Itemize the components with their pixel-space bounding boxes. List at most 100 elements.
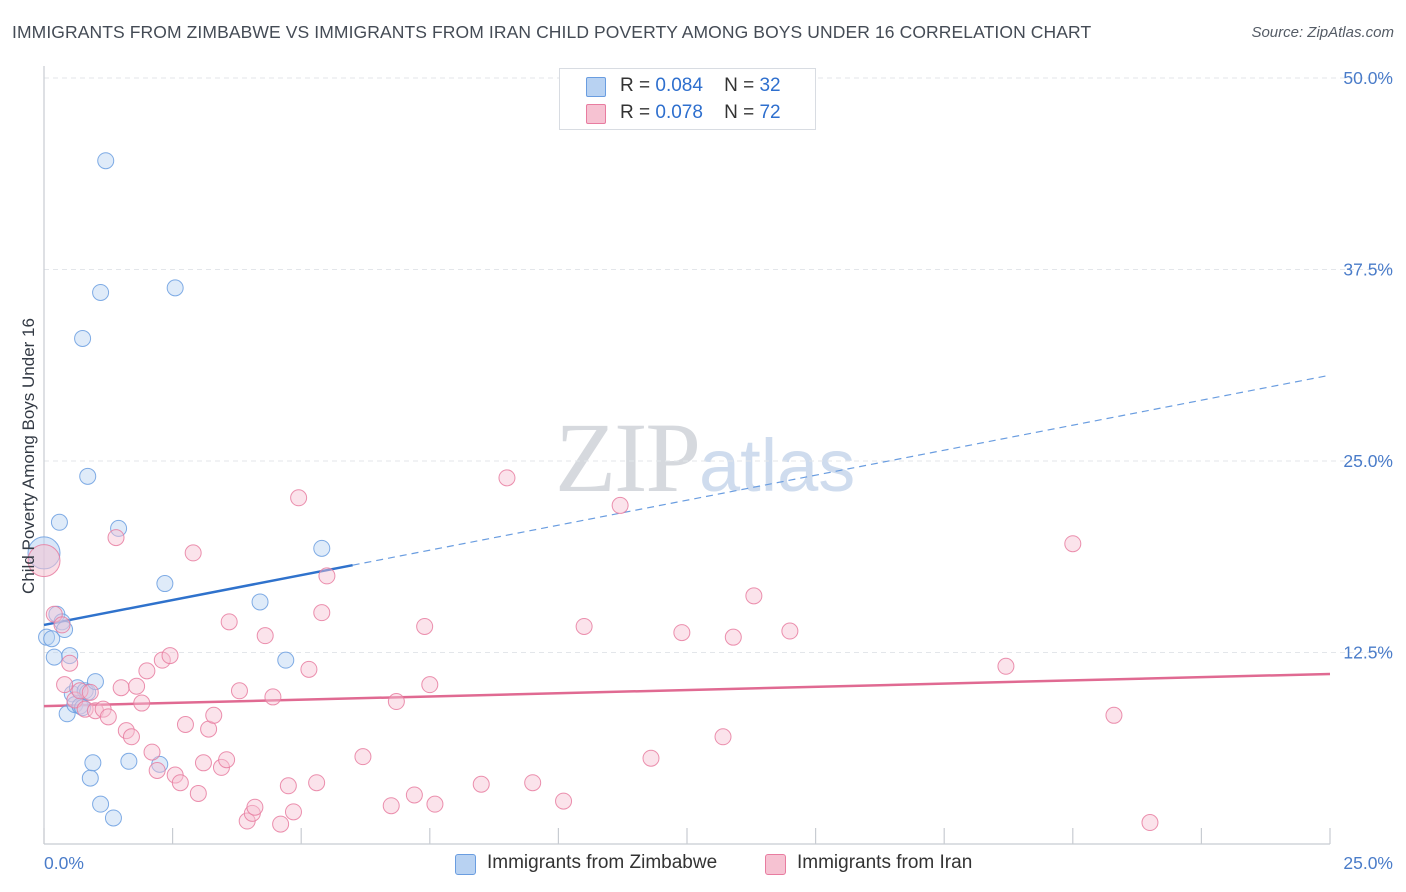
y-tick-label: 12.5% (1343, 643, 1393, 663)
series-label-iran: Immigrants from Iran (797, 852, 973, 873)
point-iran (230, 682, 248, 700)
point-iran (27, 544, 61, 578)
point-zimbabwe (104, 809, 122, 827)
point-zimbabwe (86, 673, 104, 691)
point-iran (354, 748, 372, 766)
point-iran (272, 815, 290, 833)
point-iran (300, 660, 318, 678)
point-iran (133, 694, 151, 712)
x-tick-label-max: 25.0% (1343, 853, 1393, 873)
point-iran (284, 803, 302, 821)
point-iran (81, 683, 99, 701)
point-zimbabwe (79, 467, 97, 485)
point-iran (308, 774, 326, 792)
point-zimbabwe (277, 651, 295, 669)
point-iran (99, 708, 117, 726)
point-iran (724, 628, 742, 646)
point-iran (318, 567, 336, 585)
point-zimbabwe (251, 593, 269, 611)
point-zimbabwe (50, 513, 68, 531)
point-zimbabwe (81, 769, 99, 787)
point-iran (1064, 535, 1082, 553)
point-iran (61, 654, 79, 672)
gridlines (44, 77, 1392, 653)
source-label: Source: ZipAtlas.com (1251, 24, 1394, 41)
trend-line-zimbabwe-projection (352, 374, 1331, 566)
point-iran (161, 647, 179, 665)
point-iran (498, 469, 516, 487)
x-tick-label-min: 0.0% (44, 853, 84, 873)
point-iran (279, 777, 297, 795)
point-iran (205, 706, 223, 724)
point-iran (781, 622, 799, 640)
y-axis-label: Child Poverty Among Boys Under 16 (19, 318, 38, 594)
legend-stats-zimbabwe: R = 0.084 N = 32 (620, 75, 781, 96)
point-iran (246, 798, 264, 816)
point-iran (1141, 814, 1159, 832)
point-iran (171, 774, 189, 792)
axes (43, 66, 1331, 845)
point-zimbabwe (92, 283, 110, 301)
point-zimbabwe (84, 754, 102, 772)
point-iran (642, 749, 660, 767)
point-iran (405, 786, 423, 804)
chart-title: IMMIGRANTS FROM ZIMBABWE VS IMMIGRANTS F… (12, 22, 1092, 42)
point-iran (107, 529, 125, 547)
legend-swatch-zimbabwe (586, 77, 606, 97)
point-iran (421, 676, 439, 694)
legend-swatch-iran (586, 104, 606, 124)
point-zimbabwe (92, 795, 110, 813)
point-zimbabwe (120, 752, 138, 770)
trend-lines (43, 374, 1331, 708)
legend-stats-iran: R = 0.078 N = 72 (620, 102, 781, 123)
point-iran (176, 716, 194, 734)
point-zimbabwe (56, 621, 74, 639)
point-iran (128, 677, 146, 695)
point-iran (673, 624, 691, 642)
point-iran (148, 761, 166, 779)
point-iran (524, 774, 542, 792)
point-zimbabwe (313, 539, 331, 557)
point-zimbabwe (74, 329, 92, 347)
trend-line-iran (43, 672, 1331, 708)
data-points (27, 152, 1159, 833)
watermark: ZIPatlas (555, 400, 855, 515)
point-iran (472, 775, 490, 793)
series-swatch-iran (765, 854, 786, 875)
point-iran (53, 616, 71, 634)
point-iran (189, 784, 207, 802)
point-iran (997, 657, 1015, 675)
point-iran (426, 795, 444, 813)
y-tick-label: 37.5% (1343, 260, 1393, 280)
point-iran (184, 544, 202, 562)
point-iran (138, 662, 156, 680)
correlation-legend: R = 0.084 N = 32 R = 0.078 N = 72 (559, 68, 816, 130)
point-iran (220, 613, 238, 631)
point-iran (714, 728, 732, 746)
point-iran (575, 617, 593, 635)
point-iran (122, 728, 140, 746)
point-zimbabwe (156, 575, 174, 593)
point-iran (313, 604, 331, 622)
point-iran (194, 754, 212, 772)
point-iran (1105, 706, 1123, 724)
y-tick-label: 50.0% (1343, 68, 1393, 88)
point-iran (555, 792, 573, 810)
series-label-zimbabwe: Immigrants from Zimbabwe (487, 852, 718, 873)
point-iran (416, 617, 434, 635)
trend-line-zimbabwe (43, 563, 353, 627)
point-iran (112, 679, 130, 697)
watermark-atlas: atlas (699, 424, 856, 507)
point-iran (745, 587, 763, 605)
point-zimbabwe (166, 279, 184, 297)
point-iran (218, 751, 236, 769)
y-tick-label: 25.0% (1343, 451, 1393, 471)
point-iran (256, 627, 274, 645)
point-zimbabwe (45, 648, 63, 666)
point-iran (143, 743, 161, 761)
point-iran (387, 693, 405, 711)
series-swatch-zimbabwe (455, 854, 476, 875)
point-iran (56, 676, 74, 694)
point-iran (382, 797, 400, 815)
